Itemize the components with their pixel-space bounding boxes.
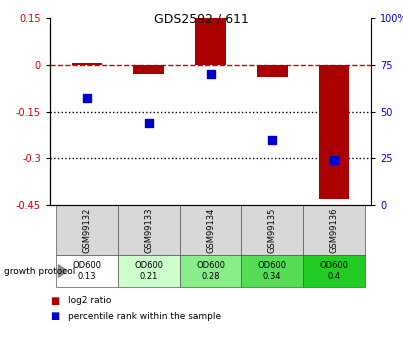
Text: OD600
0.34: OD600 0.34 xyxy=(258,261,287,281)
Text: growth protocol: growth protocol xyxy=(4,266,75,276)
Bar xyxy=(257,65,288,77)
Bar xyxy=(133,65,164,74)
Bar xyxy=(318,65,349,199)
Bar xyxy=(241,205,303,255)
Bar xyxy=(56,255,118,287)
Bar xyxy=(56,205,118,255)
Text: OD600
0.28: OD600 0.28 xyxy=(196,261,225,281)
Text: percentile rank within the sample: percentile rank within the sample xyxy=(68,312,221,321)
Text: OD600
0.4: OD600 0.4 xyxy=(320,261,349,281)
Point xyxy=(145,120,152,126)
Point xyxy=(207,71,214,77)
Bar xyxy=(118,205,180,255)
Bar xyxy=(303,255,365,287)
Point xyxy=(269,137,276,142)
Bar xyxy=(195,18,226,65)
Text: GSM99134: GSM99134 xyxy=(206,207,215,253)
Text: ■: ■ xyxy=(50,296,59,306)
Bar xyxy=(118,255,180,287)
Bar xyxy=(241,255,303,287)
Text: GSM99136: GSM99136 xyxy=(330,207,339,253)
Point xyxy=(84,96,90,101)
Text: log2 ratio: log2 ratio xyxy=(68,296,112,305)
Text: GSM99135: GSM99135 xyxy=(268,207,277,253)
Bar xyxy=(72,63,102,65)
Polygon shape xyxy=(58,265,67,277)
Text: ■: ■ xyxy=(50,311,59,321)
Text: GSM99132: GSM99132 xyxy=(83,207,91,253)
Text: OD600
0.21: OD600 0.21 xyxy=(134,261,163,281)
Bar xyxy=(180,205,241,255)
Bar xyxy=(180,255,241,287)
Text: OD600
0.13: OD600 0.13 xyxy=(73,261,102,281)
Text: GDS2592 / 611: GDS2592 / 611 xyxy=(154,12,249,25)
Text: GSM99133: GSM99133 xyxy=(144,207,153,253)
Bar xyxy=(303,205,365,255)
Point xyxy=(331,157,337,163)
